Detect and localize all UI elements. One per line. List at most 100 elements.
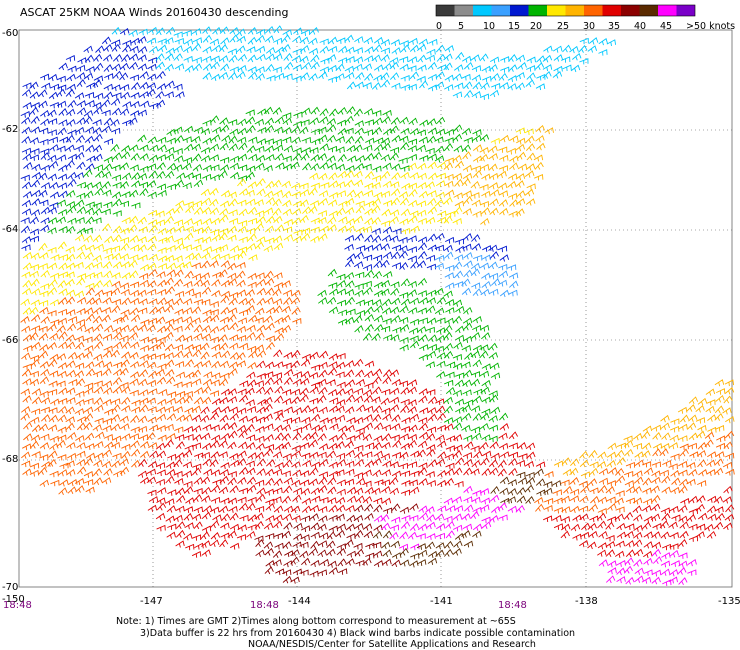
wind-barb [686,404,696,412]
wind-barb [50,272,60,280]
wind-barb [308,205,318,214]
wind-barb [416,44,427,52]
wind-barb [345,165,355,172]
wind-barb [660,507,671,515]
wind-barb [509,162,519,170]
wind-barb [444,157,454,164]
wind-barb [319,108,329,116]
wind-barb [317,289,327,298]
wind-barb [238,430,248,438]
wind-barb [65,387,76,395]
wind-barb [472,395,482,403]
wind-barb [463,269,473,278]
wind-barb [326,54,337,62]
wind-barb [85,272,96,279]
wind-barb [67,452,77,460]
wind-barb [473,254,483,262]
wind-barb [418,334,428,342]
wind-barb [427,413,438,422]
wind-barb [149,306,159,315]
wind-barb [723,485,733,494]
wind-barb [319,162,329,170]
wind-barb [443,290,453,298]
wind-barb [101,36,112,45]
wind-barb [633,513,643,522]
wind-barb [146,37,157,45]
wind-barb [182,244,192,251]
wind-barb [615,490,625,497]
wind-barb [173,325,183,333]
wind-barb [183,280,193,288]
wind-barb [31,408,41,415]
wind-barb [139,165,149,173]
wind-barb [111,460,121,468]
wind-barb [139,263,150,272]
wind-barb [418,395,428,404]
wind-barb [480,504,490,512]
wind-barb [479,370,490,378]
wind-barb [354,162,365,171]
wind-barb [345,135,355,144]
wind-barb [292,64,303,72]
wind-barb [176,414,186,422]
wind-barb [371,227,381,235]
wind-barb [76,251,86,260]
wind-barb [248,136,258,144]
wind-barb [472,359,482,367]
wind-barb [390,117,400,125]
wind-barb [416,144,427,152]
wind-barb [254,199,264,207]
wind-barb [417,64,427,72]
wind-barb [354,416,364,425]
wind-barb [281,423,292,432]
wind-barb [302,206,312,215]
wind-barb [488,152,499,161]
wind-barb [365,137,375,145]
wind-barb [245,423,255,432]
axis-labels: -60 -62 -64 -66 -68 -70 -150 -147 -144 -… [2,28,740,611]
wind-barb [446,505,456,513]
wind-barb [83,182,94,190]
wind-barb [119,367,129,376]
wind-barb [31,163,41,171]
wind-barb [461,144,471,153]
wind-barb [462,243,472,251]
wind-barb [49,332,59,341]
wind-barb [220,388,231,396]
wind-barb [444,173,454,181]
wind-barb [662,579,672,587]
wind-barb [446,435,456,442]
wind-barb [83,336,93,343]
wind-barb [371,205,381,213]
wind-barb [175,487,186,496]
wind-barb [119,181,130,189]
wind-barb [272,550,283,559]
wind-barb [139,397,149,405]
wind-barb [65,416,75,424]
wind-barb [400,278,410,287]
wind-barb [371,82,382,90]
wind-barb [482,75,492,83]
wind-barb [292,487,303,495]
wind-barb [111,423,121,431]
wind-barb [47,458,57,467]
wind-barb [31,171,42,180]
wind-barb [175,441,185,449]
wind-barb [31,179,41,188]
wind-barb [535,124,545,133]
wind-barb [452,154,462,163]
wind-barb [399,116,409,125]
wind-barb [463,89,474,98]
wind-barb [182,182,192,189]
wind-barb [308,73,318,81]
wind-barb [418,317,428,324]
wind-barb [40,148,50,155]
wind-barb [39,390,49,398]
wind-barb [248,415,258,424]
wind-barb [427,206,438,215]
wind-barb [138,378,148,387]
wind-barb [210,134,221,142]
wind-barb [228,135,238,144]
wind-barb [30,252,40,260]
wind-barb [147,489,157,497]
